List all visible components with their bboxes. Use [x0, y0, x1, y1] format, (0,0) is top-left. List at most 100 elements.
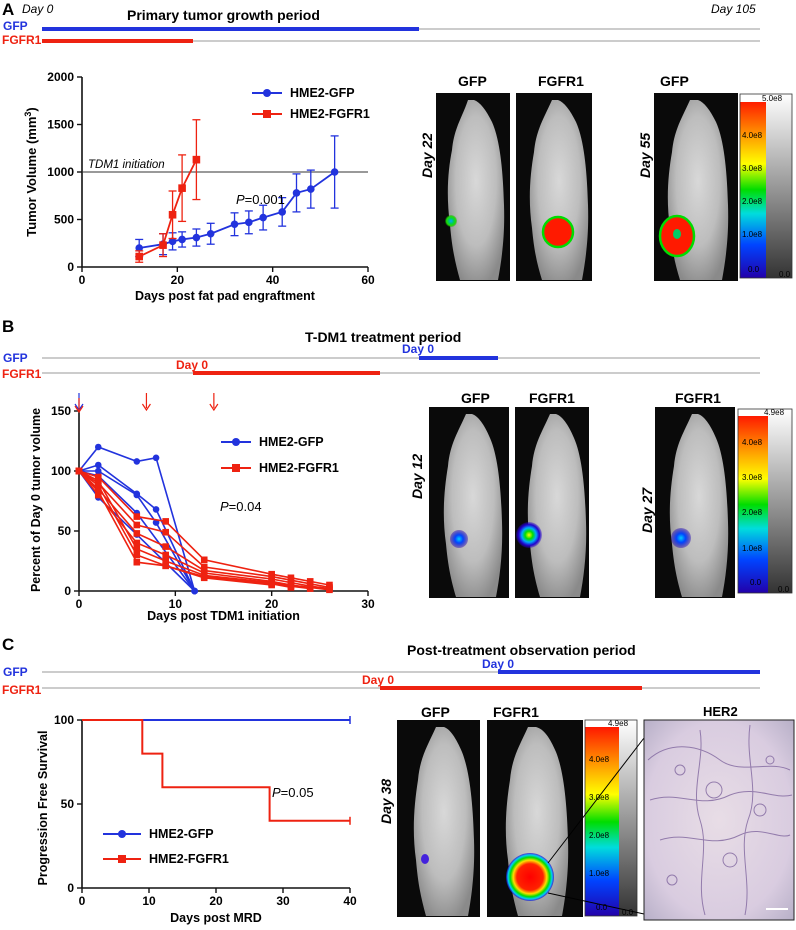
image-a-gfp2-label: GFP [660, 73, 689, 89]
y-tick-label: 50 [58, 524, 72, 538]
scale-b-tick: 0.0 [750, 578, 762, 587]
data-point [94, 477, 102, 484]
timeline-c-gfp-label: GFP [3, 665, 28, 679]
data-point [75, 467, 83, 475]
x-tick-label: 60 [361, 273, 375, 287]
timeline-c: Post-treatment observation period GFP FG… [2, 642, 760, 697]
y-tick-label: 0 [67, 260, 74, 274]
data-point [152, 454, 160, 462]
scale-c-tick: 1.0e8 [589, 869, 610, 878]
data-point [292, 189, 301, 197]
image-a-day1: Day 22 [419, 133, 435, 178]
color-scale-c: 4.9e8 4.0e8 3.0e8 2.0e8 1.0e8 0.0 0.0 [584, 719, 638, 917]
scale-a-tick: 1.0e8 [742, 230, 763, 239]
timeline-b: T-DM1 treatment period GFP FGFR1 Day 0 D… [2, 329, 760, 381]
x-tick-label: 10 [169, 597, 183, 611]
data-point [135, 252, 143, 261]
data-point [268, 581, 275, 589]
scale-b-max: 4.9e8 [764, 408, 785, 417]
data-point [162, 528, 169, 536]
y-tick-label: 150 [51, 404, 71, 418]
p-value-annotation: P=0.05 [272, 785, 314, 800]
data-point [178, 184, 186, 192]
data-point [133, 521, 141, 529]
data-point [178, 235, 186, 244]
legend-label: HME2-FGFR1 [259, 461, 339, 475]
signal-a2 [541, 215, 575, 249]
data-point [168, 210, 177, 219]
scale-a-tick: 3.0e8 [742, 164, 763, 173]
data-point [206, 229, 215, 238]
scale-b-min: 0.0 [778, 585, 790, 594]
data-point [191, 587, 198, 595]
imaging-a: GFP FGFR1 GFP Day 22 Day 55 5.0e8 4.0e [419, 73, 793, 281]
mouse-image-c1 [397, 720, 480, 917]
timeline-a-start: Day 0 [22, 2, 54, 16]
signal-b1 [450, 530, 468, 548]
data-point [162, 557, 169, 565]
data-point [162, 518, 169, 525]
scale-c-min: 0.0 [622, 908, 634, 917]
y-axis-label: Percent of Day 0 tumor volume [29, 408, 43, 592]
scale-b-tick: 2.0e8 [742, 508, 763, 517]
y-tick-label: 50 [61, 797, 75, 811]
timeline-a-fgfr1-label: FGFR1 [2, 33, 42, 47]
timeline-b-gfp-day: Day 0 [402, 342, 434, 356]
data-point [94, 443, 102, 451]
p-value-annotation: P=0.001 [236, 192, 285, 207]
color-scale-b: 4.9e8 4.0e8 3.0e8 2.0e8 1.0e8 0.0 0.0 [737, 408, 793, 594]
data-point [94, 473, 102, 481]
color-scale-a: 5.0e8 4.0e8 3.0e8 2.0e8 1.0e8 0.0 0.0 [739, 93, 793, 279]
data-point [326, 586, 333, 594]
timeline-c-title: Post-treatment observation period [407, 642, 636, 658]
x-tick-label: 0 [79, 273, 86, 287]
scale-b-tick: 1.0e8 [742, 544, 763, 553]
signal-b2 [516, 522, 542, 548]
mouse-image-a2 [516, 93, 592, 281]
timeline-b-gfp-label: GFP [3, 351, 28, 365]
timeline-c-fgfr1-day: Day 0 [362, 673, 394, 687]
x-tick-label: 20 [265, 597, 279, 611]
tdm1-initiation-label: TDM1 initiation [88, 159, 165, 171]
image-b-fgfr1-label: FGFR1 [529, 390, 575, 406]
x-axis-label: Days post TDM1 initiation [147, 609, 300, 623]
data-point [278, 208, 287, 216]
x-axis-label: Days post fat pad engraftment [135, 289, 316, 303]
data-point [162, 562, 169, 570]
timeline-a-gfp-label: GFP [3, 19, 28, 33]
x-tick-label: 10 [142, 894, 156, 908]
x-tick-label: 40 [343, 894, 357, 908]
timeline-a: Day 0 Primary tumor growth period Day 10… [2, 2, 760, 47]
image-c-gfp-label: GFP [421, 704, 450, 720]
scale-c-max: 4.9e8 [608, 719, 629, 728]
image-a-gfp-label: GFP [458, 73, 487, 89]
mouse-image-c2 [487, 720, 583, 917]
p-value-annotation: P=0.04 [220, 499, 262, 514]
data-point [192, 233, 201, 242]
image-b-fgfr1b-label: FGFR1 [675, 390, 721, 406]
data-point [230, 220, 239, 229]
scale-b-tick: 4.0e8 [742, 438, 763, 447]
image-a-day2: Day 55 [637, 133, 653, 178]
scale-c-tick: 2.0e8 [589, 831, 610, 840]
data-point [200, 563, 208, 571]
data-point [200, 556, 208, 564]
scale-c-tick: 4.0e8 [589, 755, 610, 764]
mouse-image-a1 [436, 93, 510, 281]
signal-b3 [671, 528, 691, 548]
data-point [245, 218, 253, 227]
survival-curve [82, 719, 350, 822]
y-tick-label: 2000 [47, 70, 74, 84]
percent-volume-chart: 0 10 20 30 0 50 100 150 Days post TDM1 initiatio… [29, 393, 375, 623]
image-b-day2: Day 27 [639, 487, 655, 533]
x-tick-label: 40 [266, 273, 280, 287]
data-point [162, 551, 169, 559]
y-tick-label: 0 [67, 881, 74, 895]
legend-label: HME2-FGFR1 [290, 107, 370, 121]
y-tick-label: 0 [64, 584, 71, 598]
scale-a-tick: 4.0e8 [742, 131, 763, 140]
series-line [78, 470, 311, 590]
panel-letter-a: A [2, 0, 14, 19]
data-point [133, 545, 141, 553]
data-point [263, 110, 271, 118]
